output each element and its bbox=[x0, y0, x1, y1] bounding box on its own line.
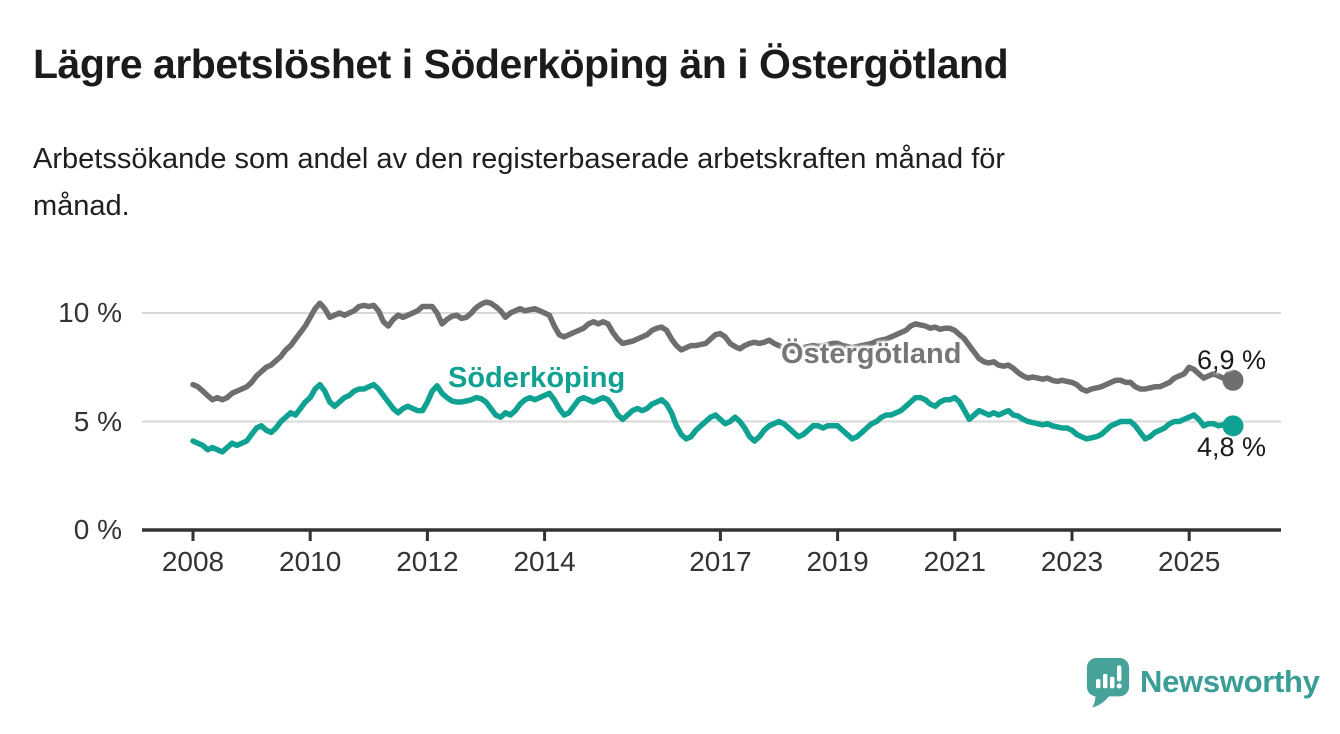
x-tick-label: 2017 bbox=[689, 546, 752, 577]
y-tick-label: 0 % bbox=[73, 514, 122, 545]
y-tick-label: 5 % bbox=[73, 405, 122, 437]
newsworthy-logo: Newsworthy bbox=[1085, 656, 1320, 708]
series-label-soderkoping: Söderköping bbox=[448, 362, 626, 394]
x-tick-label: 2021 bbox=[923, 546, 986, 577]
subtitle-line-1: Arbetssökande som andel av den registerb… bbox=[33, 143, 1006, 175]
newsworthy-speech-bubble-icon bbox=[1086, 658, 1130, 708]
x-tick-label: 2008 bbox=[161, 546, 225, 577]
x-tick-label: 2010 bbox=[279, 546, 342, 577]
page-subtitle: Arbetssökande som andel av den registerb… bbox=[33, 136, 1005, 230]
subtitle-line-2: månad. bbox=[33, 190, 130, 222]
line-ostergotland bbox=[190, 299, 1236, 403]
end-value-label-soderkoping: 4,8 % bbox=[1197, 432, 1267, 462]
line-soderkoping bbox=[190, 381, 1236, 455]
newsworthy-wordmark: Newsworthy bbox=[1140, 664, 1320, 699]
end-dot-ostergotland bbox=[1222, 369, 1244, 391]
x-tick-label: 2023 bbox=[1040, 546, 1104, 577]
x-tick-label: 2019 bbox=[806, 546, 869, 577]
series-label-ostergotland: Östergötland bbox=[781, 338, 962, 370]
x-tick-label: 2014 bbox=[513, 546, 576, 577]
y-tick-label: 10 % bbox=[58, 297, 122, 328]
page-title: Lägre arbetslöshet i Söderköping än i Ös… bbox=[33, 41, 1009, 87]
x-tick-label: 2025 bbox=[1158, 546, 1221, 577]
end-dot-soderkoping bbox=[1222, 415, 1244, 437]
x-tick-label: 2012 bbox=[396, 546, 459, 577]
end-value-label-ostergotland: 6,9 % bbox=[1197, 345, 1267, 375]
